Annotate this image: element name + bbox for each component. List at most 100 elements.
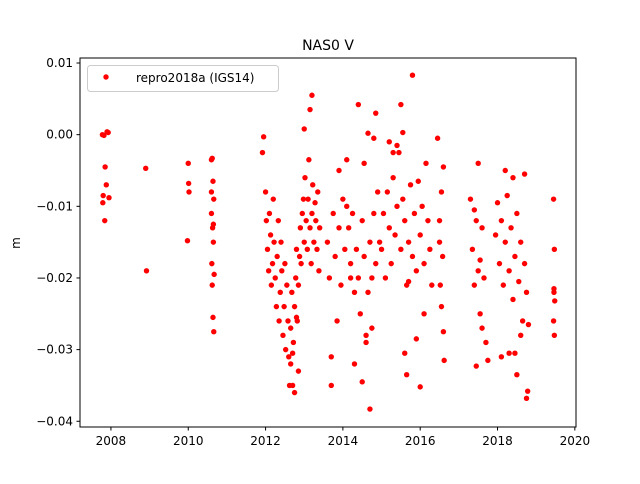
data-point [351,361,358,367]
data-point [330,210,336,217]
data-point [209,155,215,162]
data-point [359,379,365,385]
data-point [481,275,487,281]
data-point [365,130,371,136]
data-point [396,149,402,156]
data-point [143,165,149,172]
data-point [438,303,445,310]
data-point [550,318,557,324]
data-point [409,72,416,78]
data-point [276,318,282,324]
data-point [405,239,412,245]
data-point [521,260,528,267]
data-point [316,268,322,274]
data-point [102,164,108,170]
chart-title: NAS0 V [302,38,354,54]
data-point [210,221,217,227]
data-point [278,239,284,245]
data-point [311,239,317,245]
data-point [394,203,400,210]
x-tick-label: 2016 [405,434,436,448]
data-point [282,346,289,353]
data-point [105,129,111,136]
data-point [336,225,342,231]
data-point [100,192,106,199]
data-point [143,268,150,274]
data-point [342,246,348,253]
data-point [304,246,311,253]
data-point [388,260,394,267]
data-point [411,210,418,217]
data-point [210,178,216,184]
data-point [475,268,481,274]
data-point [296,253,303,260]
data-point [293,275,299,281]
y-axis-label: m [9,237,23,249]
data-point [184,238,191,244]
data-point [392,232,398,238]
data-point [269,260,276,267]
data-point [359,217,365,224]
data-point [403,371,410,378]
data-point [287,361,294,367]
data-point [275,217,282,224]
data-point [471,207,478,213]
data-point [514,371,520,378]
data-point [523,395,530,402]
x-tick-label: 2010 [173,434,204,448]
y-tick-label: −0.02 [36,271,73,285]
data-point [274,253,280,260]
x-tick-label: 2020 [560,434,591,448]
y-tick-label: 0.01 [46,56,73,70]
data-point [394,142,400,149]
data-point [380,210,387,217]
data-point [371,210,377,217]
data-point [502,167,508,174]
data-point [314,246,320,253]
data-point [210,314,216,321]
data-point [361,160,367,167]
data-point [355,275,362,281]
x-tick-label: 2008 [96,434,127,448]
legend-marker [103,74,109,80]
data-point [434,135,441,141]
data-point [186,189,192,195]
data-point [498,217,505,224]
data-point [309,210,315,217]
data-point [263,217,270,224]
data-point [287,325,294,331]
y-tick-label: −0.01 [36,199,73,213]
data-point [351,289,358,295]
data-point [425,217,431,224]
y-axis-ticks: 0.01 0.00 −0.01 −0.02 −0.03 −0.04 [36,56,80,428]
data-point [417,232,423,238]
x-tick-label: 2012 [250,434,281,448]
data-point [477,257,483,263]
data-point [355,101,362,108]
data-point [357,311,363,317]
data-point [519,318,526,324]
data-point [467,196,474,202]
data-point [306,157,312,163]
data-point [334,318,340,324]
data-point [471,282,478,288]
data-point [324,239,331,245]
data-point [301,126,307,132]
data-point [259,149,266,156]
data-point [102,217,108,224]
data-point [504,192,510,199]
data-point [496,260,503,267]
y-tick-label: −0.03 [36,343,73,357]
data-point [506,350,512,356]
data-point [185,160,191,167]
data-point [506,268,512,274]
data-point [402,350,408,356]
y-tick-label: 0.00 [46,128,73,142]
data-point [367,406,373,412]
data-point [512,350,518,356]
data-point [277,289,283,295]
data-point [299,210,305,217]
data-point [417,384,423,390]
data-point [502,239,508,245]
data-point [101,132,107,139]
